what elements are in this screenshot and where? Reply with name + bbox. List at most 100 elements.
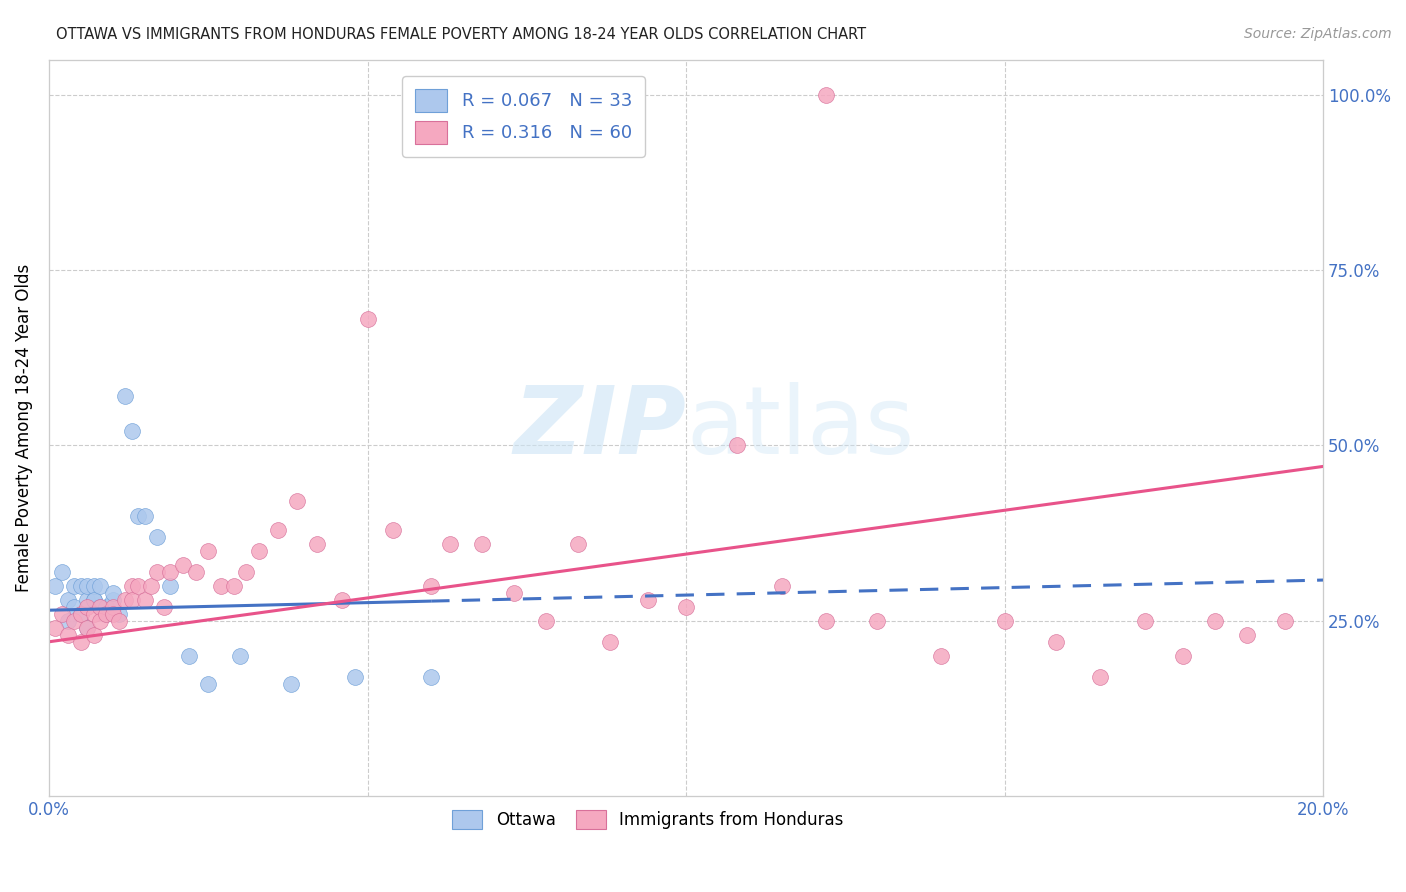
- Point: [222, 579, 245, 593]
- Point: [127, 579, 149, 593]
- Point: [108, 614, 131, 628]
- Point: [184, 565, 207, 579]
- Point: [637, 592, 659, 607]
- Point: [929, 648, 952, 663]
- Point: [267, 523, 290, 537]
- Point: [503, 585, 526, 599]
- Point: [287, 494, 309, 508]
- Point: [121, 425, 143, 439]
- Point: [1236, 628, 1258, 642]
- Point: [134, 508, 156, 523]
- Point: [815, 614, 838, 628]
- Point: [471, 536, 494, 550]
- Point: [96, 607, 118, 621]
- Point: [343, 670, 366, 684]
- Point: [1045, 634, 1067, 648]
- Point: [96, 599, 118, 614]
- Point: [1171, 648, 1194, 663]
- Point: [1274, 614, 1296, 628]
- Point: [1204, 614, 1226, 628]
- Point: [83, 592, 105, 607]
- Point: [76, 579, 98, 593]
- Point: [108, 607, 131, 621]
- Point: [139, 579, 162, 593]
- Point: [56, 628, 79, 642]
- Point: [63, 579, 86, 593]
- Point: [280, 677, 302, 691]
- Point: [305, 536, 328, 550]
- Text: atlas: atlas: [686, 382, 914, 474]
- Point: [159, 579, 181, 593]
- Point: [866, 614, 889, 628]
- Point: [56, 592, 79, 607]
- Point: [172, 558, 194, 572]
- Point: [1133, 614, 1156, 628]
- Point: [76, 621, 98, 635]
- Point: [76, 599, 98, 614]
- Point: [420, 670, 443, 684]
- Legend: Ottawa, Immigrants from Honduras: Ottawa, Immigrants from Honduras: [446, 803, 851, 836]
- Point: [101, 592, 124, 607]
- Point: [83, 628, 105, 642]
- Point: [89, 579, 111, 593]
- Point: [567, 536, 589, 550]
- Point: [69, 607, 91, 621]
- Point: [89, 599, 111, 614]
- Point: [51, 607, 73, 621]
- Point: [83, 607, 105, 621]
- Point: [56, 614, 79, 628]
- Point: [675, 599, 697, 614]
- Point: [101, 599, 124, 614]
- Point: [235, 565, 257, 579]
- Point: [534, 614, 557, 628]
- Point: [96, 607, 118, 621]
- Point: [356, 312, 378, 326]
- Point: [76, 592, 98, 607]
- Point: [209, 579, 232, 593]
- Point: [51, 565, 73, 579]
- Point: [599, 634, 621, 648]
- Point: [382, 523, 405, 537]
- Point: [815, 87, 838, 102]
- Text: ZIP: ZIP: [513, 382, 686, 474]
- Y-axis label: Female Poverty Among 18-24 Year Olds: Female Poverty Among 18-24 Year Olds: [15, 264, 32, 592]
- Point: [420, 579, 443, 593]
- Point: [1088, 670, 1111, 684]
- Point: [114, 389, 136, 403]
- Point: [101, 585, 124, 599]
- Point: [83, 592, 105, 607]
- Point: [770, 579, 793, 593]
- Point: [76, 621, 98, 635]
- Point: [247, 543, 270, 558]
- Point: [197, 677, 219, 691]
- Text: Source: ZipAtlas.com: Source: ZipAtlas.com: [1244, 27, 1392, 41]
- Point: [152, 599, 174, 614]
- Point: [146, 565, 169, 579]
- Point: [134, 592, 156, 607]
- Point: [69, 607, 91, 621]
- Point: [179, 648, 201, 663]
- Point: [63, 614, 86, 628]
- Point: [44, 621, 66, 635]
- Text: OTTAWA VS IMMIGRANTS FROM HONDURAS FEMALE POVERTY AMONG 18-24 YEAR OLDS CORRELAT: OTTAWA VS IMMIGRANTS FROM HONDURAS FEMAL…: [56, 27, 866, 42]
- Point: [69, 579, 91, 593]
- Point: [121, 579, 143, 593]
- Point: [146, 530, 169, 544]
- Point: [330, 592, 353, 607]
- Point: [101, 607, 124, 621]
- Point: [89, 614, 111, 628]
- Point: [63, 599, 86, 614]
- Point: [121, 592, 143, 607]
- Point: [114, 592, 136, 607]
- Point: [439, 536, 461, 550]
- Point: [994, 614, 1017, 628]
- Point: [44, 579, 66, 593]
- Point: [229, 648, 252, 663]
- Point: [69, 634, 91, 648]
- Point: [127, 508, 149, 523]
- Point: [159, 565, 181, 579]
- Point: [89, 599, 111, 614]
- Point: [83, 579, 105, 593]
- Point: [197, 543, 219, 558]
- Point: [725, 438, 748, 452]
